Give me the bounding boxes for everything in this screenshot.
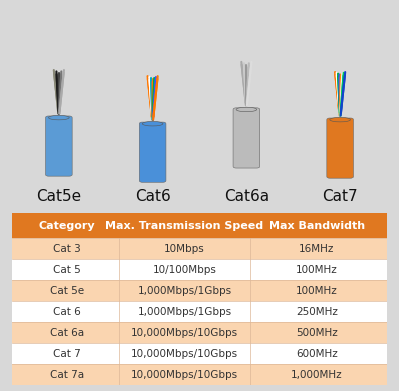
Text: 250MHz: 250MHz: [296, 307, 338, 317]
Text: Cat5e: Cat5e: [36, 189, 81, 204]
Text: 1,000Mbps/1Gbps: 1,000Mbps/1Gbps: [137, 307, 231, 317]
Text: 500MHz: 500MHz: [296, 328, 338, 337]
Text: 10,000Mbps/10Gbps: 10,000Mbps/10Gbps: [131, 369, 238, 380]
Text: 600MHz: 600MHz: [296, 349, 338, 359]
Text: Cat 7: Cat 7: [53, 349, 81, 359]
Text: 100MHz: 100MHz: [296, 285, 338, 296]
Text: Cat 6a: Cat 6a: [50, 328, 84, 337]
Bar: [12, 322, 387, 343]
Text: Cat7: Cat7: [322, 189, 358, 204]
Text: Cat 3: Cat 3: [53, 244, 81, 253]
Bar: [12, 259, 387, 280]
Text: Max. Transmission Speed: Max. Transmission Speed: [105, 221, 264, 231]
Bar: [12, 301, 387, 322]
Bar: [12, 213, 387, 238]
FancyBboxPatch shape: [233, 108, 260, 168]
Text: Category: Category: [39, 221, 96, 231]
Text: 16MHz: 16MHz: [299, 244, 334, 253]
Text: Cat6: Cat6: [135, 189, 170, 204]
Text: Max Bandwidth: Max Bandwidth: [269, 221, 365, 231]
Text: Cat 6: Cat 6: [53, 307, 81, 317]
Ellipse shape: [142, 122, 163, 126]
Ellipse shape: [236, 107, 257, 112]
Text: 1,000Mbps/1Gbps: 1,000Mbps/1Gbps: [137, 285, 231, 296]
Text: Cat6a: Cat6a: [224, 189, 269, 204]
Ellipse shape: [330, 117, 350, 122]
FancyBboxPatch shape: [45, 116, 72, 176]
Text: 10/100Mbps: 10/100Mbps: [152, 265, 216, 274]
Text: 100MHz: 100MHz: [296, 265, 338, 274]
Text: Cat 5e: Cat 5e: [50, 285, 84, 296]
FancyBboxPatch shape: [327, 118, 354, 178]
Bar: [12, 343, 387, 364]
Text: 1,000MHz: 1,000MHz: [291, 369, 342, 380]
Bar: [12, 280, 387, 301]
Bar: [12, 238, 387, 259]
Text: 10,000Mbps/10Gbps: 10,000Mbps/10Gbps: [131, 349, 238, 359]
Text: Cat 5: Cat 5: [53, 265, 81, 274]
Bar: [12, 364, 387, 385]
Text: 10Mbps: 10Mbps: [164, 244, 205, 253]
Ellipse shape: [49, 115, 69, 120]
Text: Cat 7a: Cat 7a: [50, 369, 84, 380]
FancyBboxPatch shape: [139, 122, 166, 182]
Text: 10,000Mbps/10Gbps: 10,000Mbps/10Gbps: [131, 328, 238, 337]
